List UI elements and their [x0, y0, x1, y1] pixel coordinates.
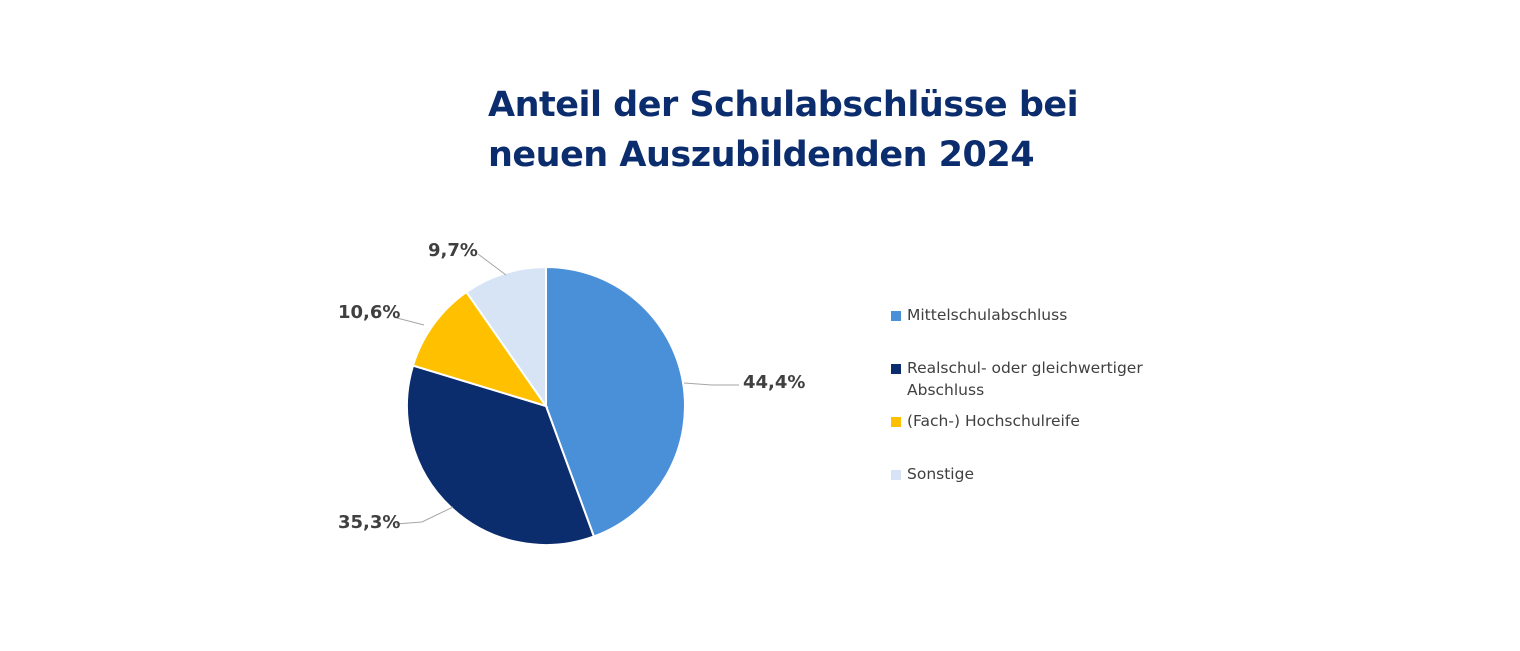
pie-slice-mittelschulabschluss — [545, 265, 686, 538]
legend-swatch — [891, 470, 901, 480]
data-label: 35,3% — [338, 512, 400, 533]
legend-label: (Fach-) Hochschulreife — [907, 412, 1080, 430]
legend-label: Realschul- oder gleichwertiger Abschluss — [907, 359, 1143, 399]
pie-slice-hochschulreife — [411, 290, 549, 408]
legend-label: Sonstige — [907, 465, 974, 483]
legend-swatch — [891, 311, 901, 321]
data-label: 44,4% — [743, 372, 805, 393]
chart-title-line-2: neuen Auszubildenden 2024 — [488, 135, 1035, 175]
leader-line — [683, 382, 739, 386]
data-label: 9,7% — [428, 240, 478, 261]
leader-line — [396, 317, 425, 326]
chart-title-line-1: Anteil der Schulabschlüsse bei — [488, 85, 1079, 125]
legend-label: Mittelschulabschluss — [907, 306, 1068, 324]
legend-swatch — [891, 417, 901, 427]
leader-line — [395, 506, 454, 525]
leader-line — [477, 253, 507, 276]
legend-swatch — [891, 364, 901, 374]
pie-slice-realschulabschluss — [406, 364, 596, 546]
data-label: 10,6% — [338, 302, 400, 323]
